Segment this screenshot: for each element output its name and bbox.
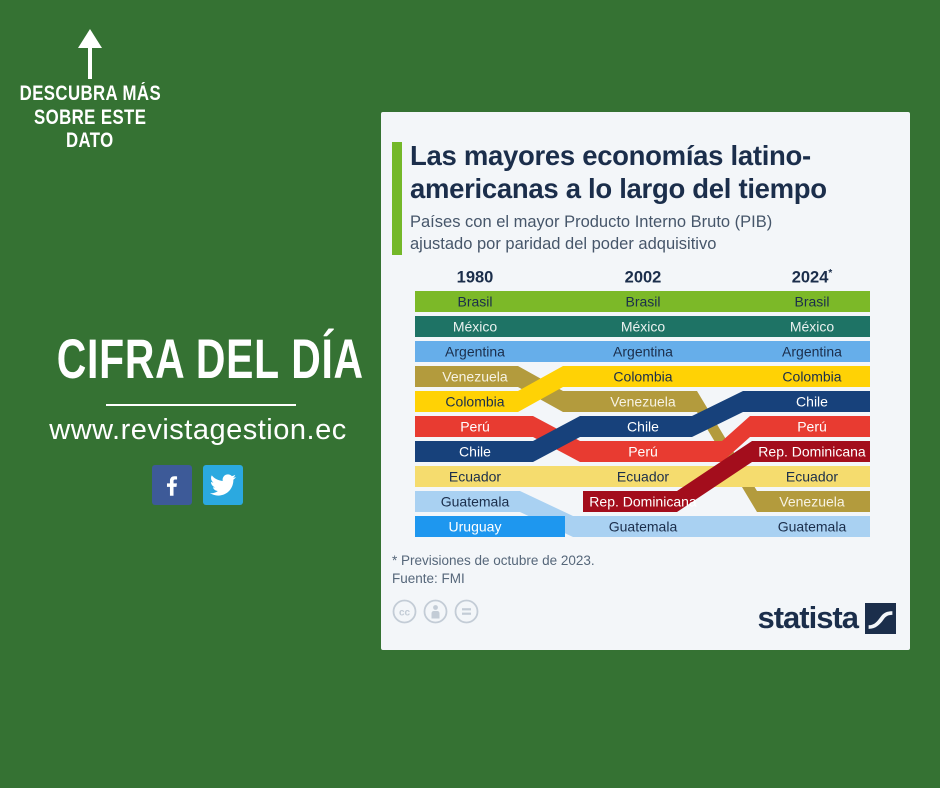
band-mexico	[415, 316, 870, 337]
up-arrow-icon	[0, 0, 180, 79]
heading-divider	[106, 404, 296, 406]
facebook-icon[interactable]	[152, 465, 192, 505]
band-label-mexico-col2: México	[790, 319, 835, 335]
band-label-guatemala-col0: Guatemala	[441, 494, 510, 510]
band-label-brasil-col2: Brasil	[794, 294, 829, 310]
twitter-icon[interactable]	[203, 465, 243, 505]
twitter-glyph	[210, 474, 236, 496]
column-header-2002: 2002	[624, 268, 662, 287]
band-label-ecuador-col2: Ecuador	[786, 469, 838, 485]
band-chile	[415, 391, 870, 462]
band-label-brasil-col0: Brasil	[457, 294, 492, 310]
band-brasil	[415, 291, 870, 312]
cc-license-icons: cc	[392, 599, 479, 624]
band-guatemala	[415, 491, 870, 537]
discover-line-2: SOBRE ESTE	[33, 105, 147, 129]
band-label-colombia-col1: Colombia	[613, 369, 672, 385]
svg-text:cc: cc	[399, 608, 411, 619]
band-label-colombia-col2: Colombia	[782, 369, 841, 385]
band-label-chile-col0: Chile	[459, 444, 491, 460]
column-header-1980: 1980	[456, 268, 494, 287]
band-label-mexico-col1: México	[621, 319, 666, 335]
band-colombia	[415, 366, 870, 412]
statista-logo-mark	[865, 602, 896, 634]
band-label-venezuela-col2: Venezuela	[779, 494, 845, 510]
band-label-argentina-col2: Argentina	[782, 344, 842, 360]
band-label-peru-col2: Perú	[797, 419, 827, 435]
band-label-venezuela-col0: Venezuela	[442, 369, 508, 385]
cc-equal-icon	[454, 599, 479, 624]
discover-caption: DESCUBRA MÁS SOBRE ESTE DATO	[0, 82, 180, 153]
cc-icon: cc	[392, 599, 417, 624]
band-label-ecuador-col1: Ecuador	[617, 469, 669, 485]
band-label-argentina-col1: Argentina	[613, 344, 673, 360]
arrow-stem	[88, 48, 92, 79]
title-accent-bar	[392, 142, 402, 255]
band-label-peru-col1: Perú	[628, 444, 658, 460]
band-label-uruguay-col0: Uruguay	[449, 519, 502, 535]
band-argentina	[415, 341, 870, 362]
chart-title: Las mayores economías latino- americanas…	[410, 140, 827, 204]
band-label-ecuador-col0: Ecuador	[449, 469, 501, 485]
statista-logo: statista	[757, 600, 896, 636]
bump-chart: Brasil Brasil Brasil México México México Arge…	[415, 291, 870, 537]
facebook-glyph	[166, 476, 178, 496]
infographic-card: Las mayores economías latino- americanas…	[381, 112, 910, 650]
social-icons	[152, 465, 243, 505]
band-label-brasil-col1: Brasil	[625, 294, 660, 310]
page-title: CIFRA DEL DÍA	[56, 327, 364, 390]
band-label-chile-col2: Chile	[796, 394, 828, 410]
band-label-guatemala-col2: Guatemala	[778, 519, 847, 535]
website-link[interactable]: www.revistagestion.ec	[49, 414, 347, 446]
band-ecuador	[415, 466, 870, 487]
band-label-repdom-col1: Rep. Dominicana	[589, 494, 697, 510]
band-label-colombia-col0: Colombia	[445, 394, 504, 410]
band-venezuela	[415, 366, 870, 512]
chart-footnote: * Previsiones de octubre de 2023. Fuente…	[392, 553, 595, 586]
discover-line-3: DATO	[66, 129, 114, 153]
column-header-2024: 2024*	[791, 268, 833, 287]
band-label-argentina-col0: Argentina	[445, 344, 505, 360]
chart-subtitle: Países con el mayor Producto Interno Bru…	[410, 213, 773, 253]
cc-attribution-icon	[423, 599, 448, 624]
band-repdom	[583, 441, 870, 512]
band-label-mexico-col0: México	[453, 319, 498, 335]
band-uruguay	[415, 516, 565, 537]
band-label-peru-col0: Perú	[460, 419, 490, 435]
arrow-head	[78, 29, 102, 48]
band-peru	[415, 416, 870, 462]
band-label-guatemala-col1: Guatemala	[609, 519, 678, 535]
band-label-venezuela-col1: Venezuela	[610, 394, 676, 410]
discover-line-1: DESCUBRA MÁS	[19, 82, 161, 105]
statista-wordmark: statista	[757, 600, 859, 635]
band-label-repdom-col2: Rep. Dominicana	[758, 444, 866, 460]
band-label-chile-col1: Chile	[627, 419, 659, 435]
